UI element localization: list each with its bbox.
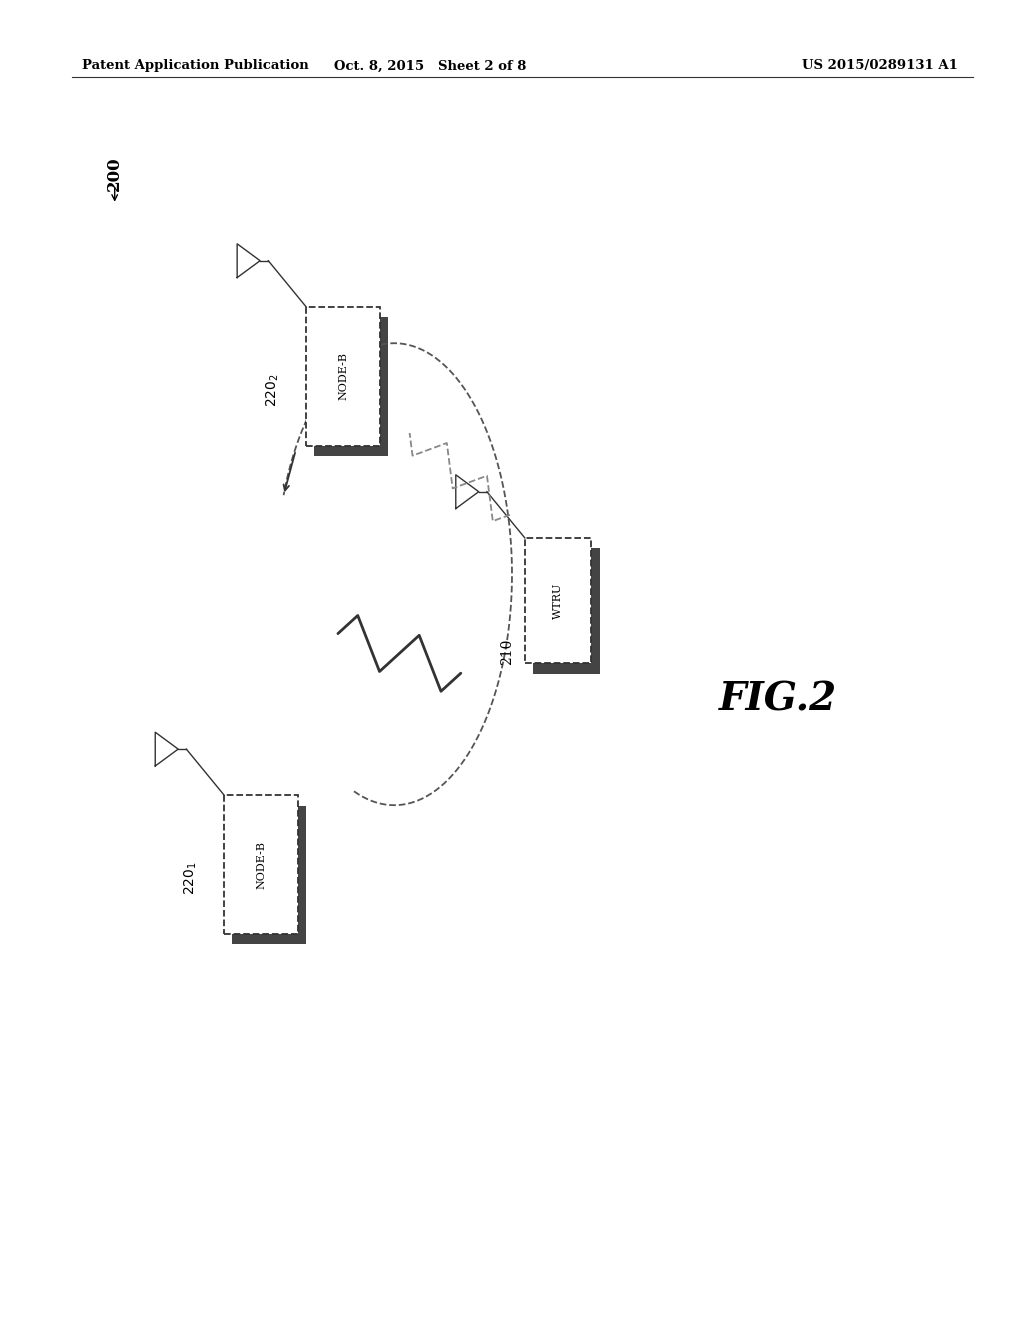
Bar [534, 549, 600, 673]
Text: 210: 210 [501, 638, 515, 664]
Bar [314, 318, 388, 457]
Bar [224, 795, 298, 935]
Text: $220_1$: $220_1$ [182, 862, 199, 895]
Bar [525, 539, 592, 663]
Text: NODE-B: NODE-B [256, 841, 266, 888]
Bar [306, 308, 380, 446]
Text: NODE-B: NODE-B [338, 352, 348, 400]
Bar [232, 805, 306, 945]
Text: WTRU: WTRU [553, 582, 563, 619]
Text: US 2015/0289131 A1: US 2015/0289131 A1 [802, 59, 957, 73]
Text: $220_2$: $220_2$ [264, 374, 281, 407]
Text: FIG.2: FIG.2 [719, 681, 838, 718]
Text: 200: 200 [106, 157, 123, 191]
Text: Oct. 8, 2015   Sheet 2 of 8: Oct. 8, 2015 Sheet 2 of 8 [334, 59, 526, 73]
Text: Patent Application Publication: Patent Application Publication [82, 59, 308, 73]
